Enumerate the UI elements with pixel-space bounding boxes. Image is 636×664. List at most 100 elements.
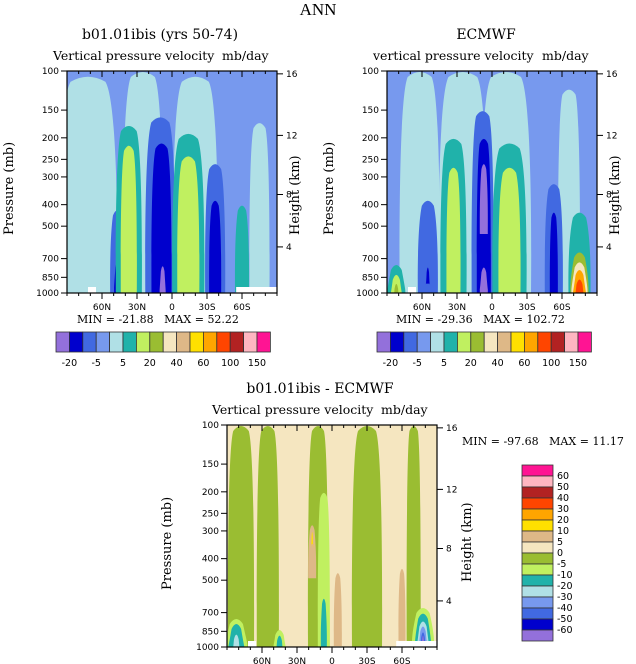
contour-region <box>479 164 488 234</box>
colorbar-label: -20 <box>557 581 573 592</box>
y-tick-label: 300 <box>42 173 59 183</box>
colorbar-swatch <box>55 331 70 353</box>
units-subtitle: mb/day <box>222 48 269 63</box>
contour-region <box>446 167 461 293</box>
colorbar-swatch <box>550 331 565 353</box>
y-axis-label: Pressure (mb) <box>322 141 337 235</box>
y2-tick-label: 16 <box>606 70 618 80</box>
min-max-readout: MIN = -29.36 MAX = 102.72 <box>396 313 565 326</box>
y-tick-label: 100 <box>362 67 379 77</box>
y-tick-label: 150 <box>42 106 59 116</box>
y-axis-label: Pressure (mb) <box>2 141 17 235</box>
missing-data <box>248 641 256 647</box>
y-tick-label: 500 <box>202 576 219 586</box>
colorbar-swatch <box>403 331 418 353</box>
x-tick-label: 30N <box>128 303 146 313</box>
contour-region <box>151 143 172 293</box>
contour-region <box>308 525 317 579</box>
min-label: MIN = <box>77 313 115 326</box>
colorbar-label: 150 <box>569 358 587 369</box>
contour-region <box>227 426 255 647</box>
panel-title: b01.01ibis - ECMWF <box>246 381 394 397</box>
colorbar-swatch <box>216 331 231 353</box>
colorbar-label: -5 <box>91 358 100 369</box>
y2-tick-label: 12 <box>286 131 297 141</box>
y2-tick-label: 16 <box>286 70 298 80</box>
y-tick-label: 1000 <box>196 643 219 653</box>
colorbar-swatch <box>483 331 498 353</box>
colorbar-label: 40 <box>171 358 183 369</box>
colorbar-swatch <box>443 331 458 353</box>
contour-region <box>233 634 240 647</box>
colorbar-swatch <box>521 464 554 477</box>
y-tick-label: 250 <box>42 155 59 165</box>
colorbar-swatch <box>521 607 554 620</box>
contour-plot: 100 150 200 250 300 400 500 700 850 1000 16 12 8 4 60N… <box>356 67 618 313</box>
units-subtitle: mb/day <box>542 48 589 63</box>
colorbar-swatch <box>68 331 84 353</box>
colorbar-label: 20 <box>144 358 156 369</box>
colorbar-swatch <box>497 331 512 353</box>
y-axis-label: Pressure (mb) <box>160 496 175 590</box>
max-label: MAX = <box>549 435 589 448</box>
colorbar-label: 5 <box>441 358 447 369</box>
x-tick-label: 60N <box>413 303 431 313</box>
colorbar-label: -30 <box>557 592 573 603</box>
colorbar-swatch <box>521 486 554 499</box>
panel-title: ECMWF <box>456 27 516 43</box>
missing-data <box>88 287 96 293</box>
colorbar-swatch <box>243 331 258 353</box>
x-tick-label: 60S <box>233 303 250 313</box>
contour-region <box>177 156 200 293</box>
y-tick-label: 150 <box>362 106 379 116</box>
contour-region <box>209 200 222 293</box>
y2-tick-label: 4 <box>606 243 612 253</box>
colorbar-label: 50 <box>557 482 569 493</box>
max-value: 102.72 <box>526 313 565 326</box>
y-tick-label: 250 <box>362 155 379 165</box>
colorbar-swatch <box>189 331 204 353</box>
x-tick-label: 30S <box>198 303 215 313</box>
contour-region <box>479 267 488 293</box>
contour-region <box>234 205 250 293</box>
left-subtitle: vertical pressure velocity <box>373 48 534 63</box>
colorbar-swatch <box>521 596 554 609</box>
x-tick-label: 60N <box>93 303 111 313</box>
colorbar-label: 100 <box>221 358 239 369</box>
x-tick-label: 0 <box>329 657 335 664</box>
colorbar-swatch <box>521 519 554 532</box>
colorbar-swatch <box>149 331 164 353</box>
min-label: MIN = <box>462 435 500 448</box>
max-label: MAX = <box>483 313 523 326</box>
contour-plot: 100 150 200 250 300 400 500 700 850 1000 16 12 8 4 60N… <box>196 421 458 664</box>
y2-tick-label: 16 <box>446 424 458 434</box>
max-value: 52.22 <box>207 313 239 326</box>
contour-region <box>498 167 521 293</box>
y-tick-label: 700 <box>42 255 59 265</box>
y-tick-label: 100 <box>202 421 219 431</box>
colorbar-swatch <box>109 331 124 353</box>
max-label: MAX = <box>164 313 204 326</box>
colorbar-swatch <box>470 331 485 353</box>
season-title: ANN <box>299 0 337 19</box>
colorbar-label: -20 <box>383 358 399 369</box>
colorbar-swatch <box>521 552 554 565</box>
y2-tick-label: 12 <box>606 131 617 141</box>
colorbar-label: 60 <box>197 358 209 369</box>
colorbar: -20 -5 5 20 40 60 100 150 <box>55 331 271 369</box>
y-tick-label: 400 <box>202 555 219 565</box>
x-tick-label: 0 <box>489 303 495 313</box>
min-max-readout: MIN = -97.68 MAX = 11.17 <box>462 435 624 448</box>
colorbar-label: 20 <box>465 358 477 369</box>
contour-region <box>67 76 118 293</box>
contour-region <box>256 426 279 647</box>
colorbar-label: -20 <box>62 358 78 369</box>
max-value: 11.17 <box>592 435 624 448</box>
y-tick-label: 500 <box>42 222 59 232</box>
colorbar-swatch <box>202 331 218 353</box>
colorbar-swatch <box>416 331 432 353</box>
colorbar-label: -40 <box>557 603 573 614</box>
y2-axis-label: Height (km) <box>288 155 303 235</box>
colorbar-swatch <box>521 585 554 598</box>
y2-tick-label: 8 <box>286 190 292 200</box>
